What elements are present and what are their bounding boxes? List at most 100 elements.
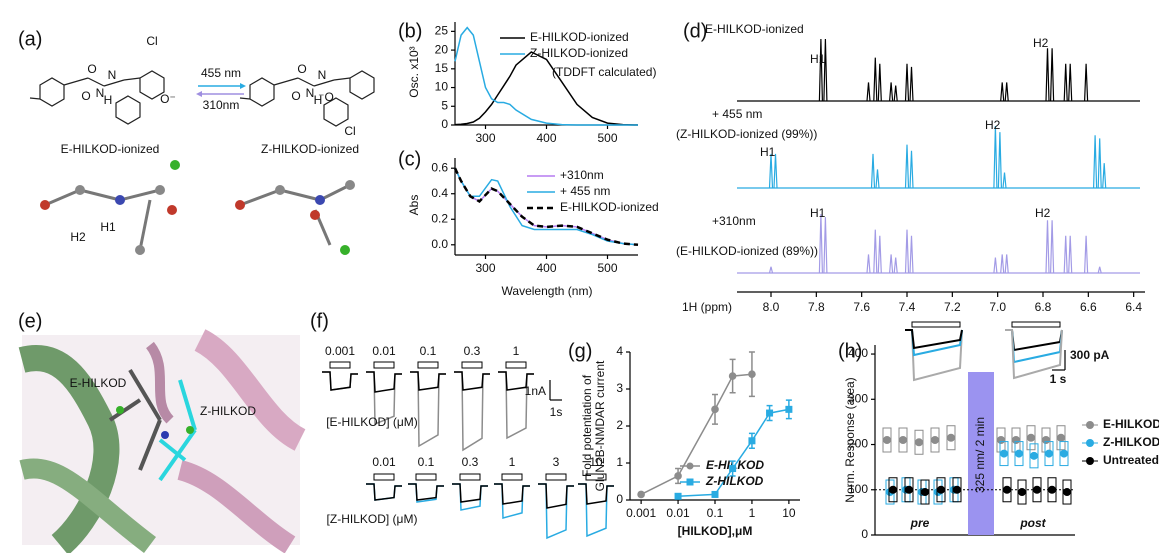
scale-label: 1nA bbox=[525, 384, 546, 398]
light-label: 455 nm bbox=[201, 66, 241, 80]
legend-marker bbox=[686, 462, 694, 470]
atom-label: O bbox=[81, 89, 90, 103]
atom-label: H bbox=[314, 93, 323, 107]
atom-label: H bbox=[104, 93, 113, 107]
nmr-peak bbox=[877, 63, 882, 102]
x-tick-label: 0.001 bbox=[626, 506, 656, 520]
data-point bbox=[711, 490, 719, 498]
scale-label: 1s bbox=[550, 405, 563, 419]
nmr-peak bbox=[1050, 48, 1055, 102]
y-tick-label: 15 bbox=[435, 61, 449, 75]
current-trace bbox=[410, 371, 446, 391]
nmr-peak bbox=[1045, 220, 1050, 274]
x-tick-label: 7.6 bbox=[853, 300, 870, 314]
nmr-peak bbox=[889, 254, 894, 274]
nmr-peak bbox=[1084, 63, 1089, 102]
stimulus-bar bbox=[417, 361, 439, 369]
data-point bbox=[748, 437, 756, 445]
mean-point bbox=[1015, 449, 1023, 458]
current-trace bbox=[366, 483, 402, 501]
x-axis-label: Wavelength (nm) bbox=[502, 284, 593, 298]
x-axis-label: [HILKOD],μM bbox=[678, 524, 753, 538]
y-tick-label: 0 bbox=[441, 117, 448, 131]
y-tick-label: 1 bbox=[616, 455, 623, 469]
legend-label: E-HILKOD-ionized bbox=[560, 200, 659, 214]
nmr-peak bbox=[1063, 235, 1068, 274]
nmr-peak bbox=[875, 169, 880, 189]
y-axis-label: Abs bbox=[407, 195, 421, 216]
current-trace bbox=[322, 371, 358, 391]
mean-point bbox=[997, 436, 1005, 444]
concentration-label: 0.001 bbox=[325, 344, 355, 358]
x-tick-label: 6.6 bbox=[1080, 300, 1097, 314]
current-trace bbox=[494, 483, 530, 505]
x-tick-label: 500 bbox=[597, 131, 617, 145]
nmr-peak bbox=[1068, 63, 1073, 102]
x-tick-label: 7.2 bbox=[944, 300, 961, 314]
data-point bbox=[785, 405, 793, 413]
spectrum-label: +310nm bbox=[712, 214, 756, 228]
x-tick-label: 10 bbox=[782, 506, 796, 520]
panel-label: (e) bbox=[18, 310, 42, 332]
current-trace bbox=[452, 483, 488, 503]
nmr-peak bbox=[823, 217, 828, 274]
nmr-peak bbox=[1050, 220, 1055, 274]
mean-point bbox=[1027, 433, 1035, 442]
current-trace bbox=[452, 483, 488, 511]
x-tick-label: 400 bbox=[536, 261, 556, 275]
mean-point bbox=[1060, 449, 1068, 458]
nmr-peak bbox=[1097, 266, 1102, 274]
current-trace bbox=[410, 371, 446, 448]
legend-label: E-HILKOD-ionized bbox=[530, 30, 629, 44]
nmr-peak bbox=[1102, 163, 1107, 189]
y-tick-label: 0 bbox=[861, 527, 868, 541]
stimulus-bar bbox=[415, 473, 437, 481]
nmr-peak bbox=[889, 82, 894, 102]
x-tick-label: 300 bbox=[475, 131, 495, 145]
y-tick-label: 3 bbox=[616, 381, 623, 395]
mean-point bbox=[1048, 485, 1056, 494]
current-trace bbox=[538, 483, 574, 509]
stimulus-bar bbox=[461, 361, 483, 369]
concentration-label: 1 bbox=[509, 455, 516, 469]
nmr-peak bbox=[866, 82, 871, 102]
atom-label: O bbox=[291, 89, 300, 103]
nmr-peak bbox=[893, 257, 898, 274]
x-tick-label: 500 bbox=[597, 261, 617, 275]
x-tick-label: 0.01 bbox=[666, 506, 690, 520]
isomer-label: E-HILKOD-ionized bbox=[61, 142, 160, 156]
atom-label: N bbox=[108, 68, 117, 82]
peak-label: H2 bbox=[1035, 206, 1051, 220]
y-tick-label: 0.6 bbox=[431, 160, 448, 174]
x-tick-label: 1 bbox=[749, 506, 756, 520]
data-point bbox=[766, 409, 774, 417]
series-line bbox=[454, 51, 639, 126]
y-tick-label: 20 bbox=[435, 42, 449, 56]
y-tick-label: 0 bbox=[616, 492, 623, 506]
nmr-peak bbox=[1093, 135, 1098, 189]
mean-point bbox=[899, 436, 907, 444]
ligand-label: Z-HILKOD bbox=[200, 404, 256, 418]
current-trace bbox=[494, 483, 530, 519]
x-axis-label: 1H (ppm) bbox=[682, 300, 732, 314]
concentration-label: 0.3 bbox=[462, 455, 479, 469]
band-label: 325 nm/ 2 min bbox=[973, 417, 987, 493]
mean-point bbox=[953, 485, 961, 494]
data-point bbox=[674, 472, 682, 480]
nmr-peak bbox=[904, 229, 910, 274]
mean-point bbox=[937, 485, 945, 494]
proton-label: H2 bbox=[70, 230, 86, 244]
y-tick-label: 0.4 bbox=[431, 186, 448, 200]
atom-label: O⁻ bbox=[160, 92, 176, 106]
stimulus-bar bbox=[501, 473, 523, 481]
nmr-peak bbox=[873, 57, 878, 102]
inset-traces bbox=[905, 321, 1066, 382]
y-axis-label: GluN2B-NMDAR current bbox=[593, 360, 607, 491]
concentration-label: 0.01 bbox=[372, 344, 396, 358]
current-trace bbox=[366, 371, 402, 393]
y-tick-label: 5 bbox=[441, 98, 448, 112]
concentration-label: 0.1 bbox=[418, 455, 435, 469]
stimulus-bar bbox=[459, 473, 481, 481]
mean-point bbox=[1042, 436, 1050, 444]
